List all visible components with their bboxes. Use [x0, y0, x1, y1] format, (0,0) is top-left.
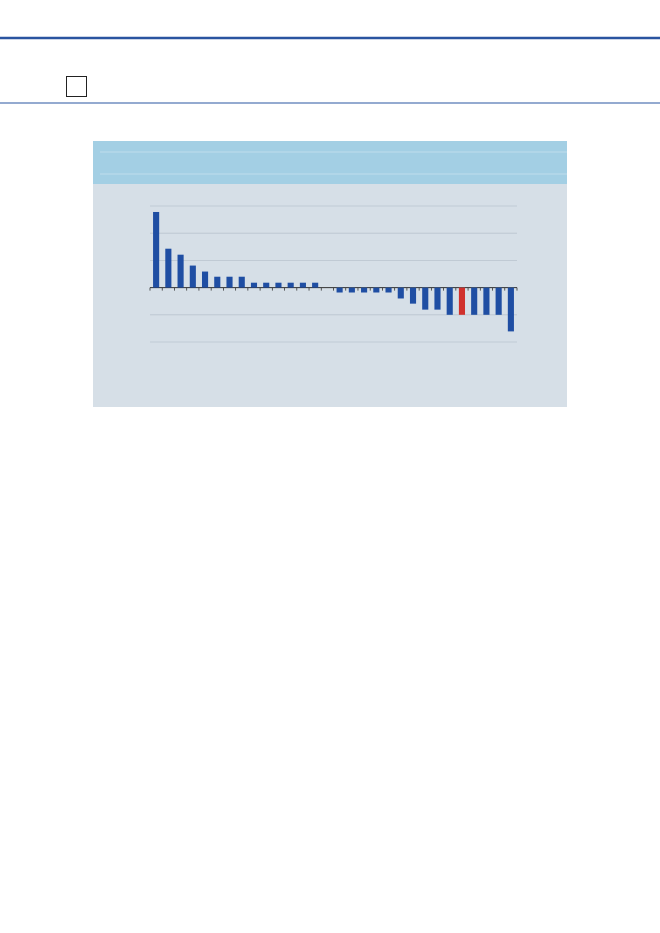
bar: [165, 248, 172, 288]
bar: [495, 287, 502, 315]
bar: [287, 282, 294, 288]
bar: [263, 282, 270, 288]
bar: [238, 276, 245, 288]
plot: [149, 205, 518, 343]
bar: [446, 287, 453, 315]
bar: [397, 287, 404, 299]
bar: [458, 287, 466, 315]
bar: [299, 282, 306, 288]
bar: [177, 254, 184, 288]
bar: [226, 276, 233, 288]
bar: [507, 287, 514, 332]
bar: [250, 282, 258, 288]
bar: [422, 287, 429, 310]
bar: [189, 265, 196, 288]
bar: [312, 282, 319, 288]
bar: [275, 282, 282, 288]
bar: [348, 287, 355, 293]
bar: [385, 287, 392, 293]
bar: [471, 287, 478, 315]
bar: [336, 287, 343, 293]
chart-panel: [93, 141, 567, 407]
chart-header: [93, 141, 567, 184]
bar: [361, 287, 368, 293]
bar: [434, 287, 441, 310]
section-box: [66, 76, 87, 97]
bar: [373, 287, 380, 293]
bar: [153, 211, 160, 288]
bar: [409, 287, 417, 304]
bar: [483, 287, 490, 315]
bar: [201, 271, 209, 288]
bar: [214, 276, 221, 288]
